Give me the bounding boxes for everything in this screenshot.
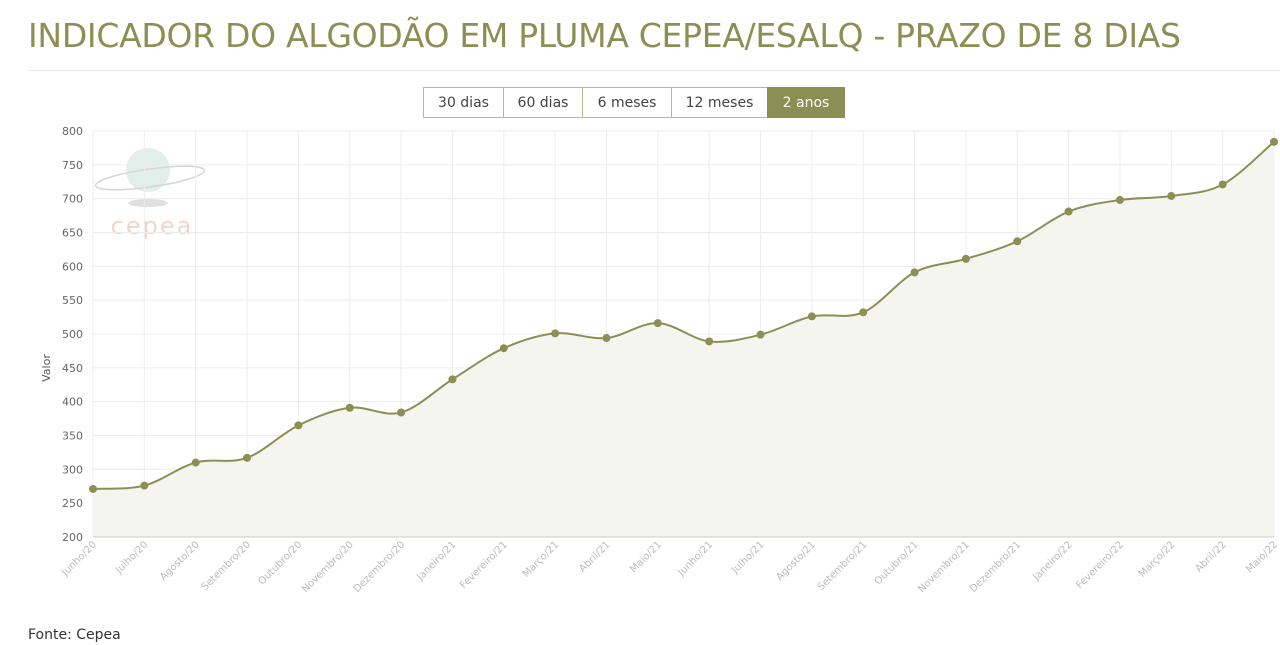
point	[1013, 237, 1022, 246]
page-title: INDICADOR DO ALGODÃO EM PLUMA CEPEA/ESAL…	[28, 16, 1181, 55]
x-tick-label: Outubro/21	[873, 539, 921, 587]
x-tick-label: Novembro/20	[300, 539, 356, 595]
point	[1167, 191, 1176, 200]
point	[499, 344, 508, 353]
source-note: Fonte: Cepea	[28, 627, 121, 643]
point	[397, 408, 406, 417]
point	[859, 308, 868, 317]
point	[705, 337, 714, 346]
logo-text: cepea	[111, 212, 194, 240]
y-tick-label: 500	[62, 328, 83, 341]
x-tick-label: Julho/21	[729, 539, 766, 576]
y-tick-label: 200	[62, 531, 83, 544]
x-tick-label: Março/22	[1137, 539, 1178, 580]
x-tick-label: Setembro/20	[200, 539, 254, 593]
range-button[interactable]: 6 meses	[582, 87, 672, 118]
y-tick-label: 350	[62, 430, 83, 443]
x-tick-label: Dezembro/20	[352, 539, 407, 594]
x-tick-label: Novembro/21	[916, 539, 972, 595]
range-buttons: 30 dias 60 dias 6 meses 12 meses 2 anos	[423, 87, 845, 118]
logo: cepea	[94, 148, 206, 240]
y-tick-label: 450	[62, 362, 83, 375]
point	[448, 375, 457, 384]
point	[1115, 196, 1124, 205]
point	[653, 319, 662, 328]
x-tick-label: Março/21	[521, 539, 562, 580]
y-tick-label: 800	[62, 125, 83, 138]
point	[345, 403, 354, 412]
x-tick-label: Abril/21	[577, 539, 612, 574]
x-tick-label: Dezembro/21	[968, 539, 1023, 594]
point	[140, 481, 149, 490]
point	[243, 453, 252, 462]
x-tick-label: Janeiro/22	[1031, 539, 1075, 583]
x-tick-label: Junho/21	[676, 539, 716, 579]
point	[807, 312, 816, 321]
y-tick-label: 300	[62, 463, 83, 476]
y-tick-label: 600	[62, 260, 83, 273]
point	[756, 330, 765, 339]
x-tick-label: Fevereiro/22	[1074, 539, 1126, 591]
y-tick-label: 250	[62, 497, 83, 510]
point	[1270, 137, 1278, 146]
y-axis-label: Valor	[40, 354, 53, 382]
point	[551, 329, 560, 338]
range-button[interactable]: 12 meses	[671, 87, 768, 118]
point	[191, 458, 200, 467]
divider	[28, 70, 1280, 71]
range-button[interactable]: 2 anos	[767, 87, 845, 118]
y-tick-label: 650	[62, 227, 83, 240]
x-tick-label: Janeiro/21	[414, 539, 458, 583]
x-tick-label: Maio/21	[628, 539, 664, 575]
x-tick-label: Julho/20	[113, 539, 150, 576]
y-tick-label: 700	[62, 193, 83, 206]
area	[93, 141, 1274, 537]
point	[1064, 207, 1073, 216]
point	[602, 334, 611, 343]
y-tick-label: 550	[62, 294, 83, 307]
range-button[interactable]: 60 dias	[503, 87, 583, 118]
x-tick-label: Outubro/20	[256, 539, 304, 587]
point	[961, 254, 970, 263]
x-tick-label: Abril/22	[1193, 539, 1228, 574]
y-tick-label: 400	[62, 396, 83, 409]
y-tick-label: 750	[62, 159, 83, 172]
x-tick-label: Agosto/20	[158, 539, 202, 583]
range-button[interactable]: 30 dias	[423, 87, 504, 118]
point	[89, 484, 97, 493]
point	[294, 421, 303, 430]
x-tick-label: Maio/22	[1244, 539, 1280, 575]
chart: cepea Valor 200 250 300 350 400 450 500 550 600 6…	[40, 125, 1280, 595]
x-tick-label: Fevereiro/21	[458, 539, 510, 591]
x-tick-label: Junho/20	[59, 539, 99, 579]
point	[910, 268, 919, 277]
x-tick-label: Setembro/21	[816, 539, 870, 593]
x-tick-label: Agosto/21	[774, 539, 818, 583]
point	[1218, 180, 1227, 189]
